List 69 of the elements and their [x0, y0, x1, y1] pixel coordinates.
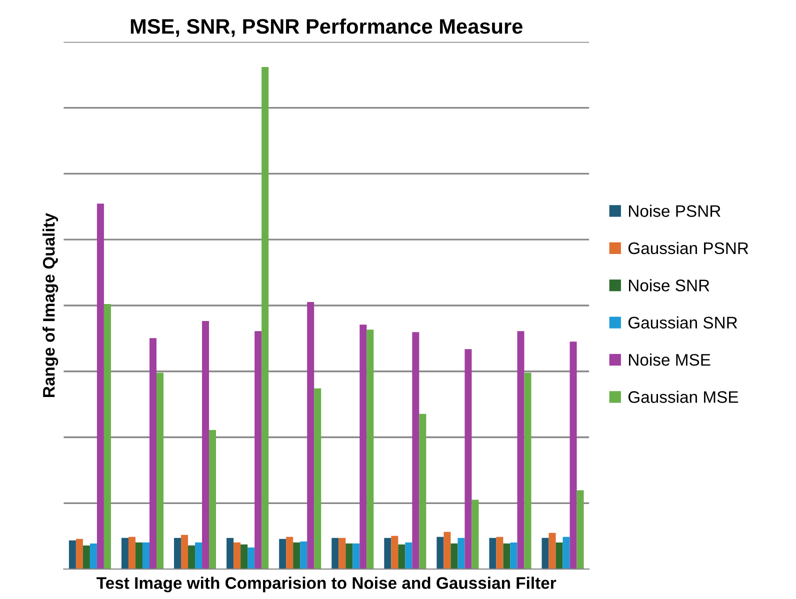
bar — [234, 542, 241, 570]
bar — [444, 532, 451, 570]
bar — [472, 500, 479, 570]
bar — [398, 544, 406, 570]
chart-title: MSE, SNR, PSNR Performance Measure — [130, 18, 522, 37]
bar — [489, 538, 496, 570]
bar — [76, 538, 83, 570]
bar — [195, 542, 202, 570]
bar — [307, 302, 314, 570]
bar — [458, 538, 465, 570]
x-axis-title: Test Image with Comparision to Noise and Gaussian Filter — [96, 576, 556, 592]
bar — [174, 538, 182, 570]
bar — [542, 538, 549, 570]
bar — [156, 372, 164, 570]
bar — [384, 538, 392, 570]
bar — [68, 540, 76, 570]
bar — [142, 542, 150, 570]
bar — [548, 532, 556, 570]
bar — [503, 543, 510, 570]
legend-label: Noise MSE — [628, 354, 710, 366]
bar — [226, 538, 234, 570]
bar — [346, 543, 353, 570]
bar — [524, 372, 532, 570]
bar — [570, 342, 577, 570]
bar — [391, 536, 398, 570]
bar — [464, 349, 472, 570]
bar — [360, 324, 367, 570]
bar — [450, 543, 458, 570]
bar — [181, 534, 188, 570]
legend-label: Gaussian SNR — [628, 316, 738, 329]
bar — [576, 490, 584, 570]
bar — [286, 536, 294, 570]
bar — [352, 543, 360, 570]
bar — [240, 544, 248, 570]
bar — [436, 536, 444, 570]
bar — [338, 538, 346, 570]
bar — [90, 543, 97, 570]
bar — [209, 430, 216, 570]
legend-label: Noise SNR — [628, 279, 710, 292]
bar — [412, 332, 420, 570]
bar — [82, 545, 90, 570]
bar — [419, 414, 426, 570]
bar — [149, 338, 156, 570]
bar — [517, 331, 524, 570]
bar — [293, 542, 300, 570]
bar — [128, 536, 136, 570]
bar — [556, 542, 563, 570]
legend-label: Gaussian MSE — [628, 390, 738, 403]
bar — [279, 538, 286, 570]
bar — [188, 545, 196, 570]
bar — [510, 542, 518, 570]
bar — [366, 330, 374, 570]
bar — [332, 538, 339, 570]
bar — [248, 547, 255, 570]
bar — [562, 536, 570, 570]
bar — [300, 541, 308, 570]
bar — [104, 304, 111, 570]
bar — [96, 204, 104, 570]
bar — [405, 542, 412, 570]
legend-label: Gaussian PSNR — [628, 242, 748, 254]
bar — [262, 67, 269, 570]
legend-label: Noise PSNR — [628, 204, 720, 217]
bar — [254, 331, 262, 570]
bar — [121, 538, 128, 570]
bar — [496, 536, 504, 570]
bar — [135, 542, 142, 570]
y-axis-title: Range of Image Quality — [42, 212, 58, 397]
bar — [202, 321, 210, 570]
bar — [314, 388, 322, 570]
